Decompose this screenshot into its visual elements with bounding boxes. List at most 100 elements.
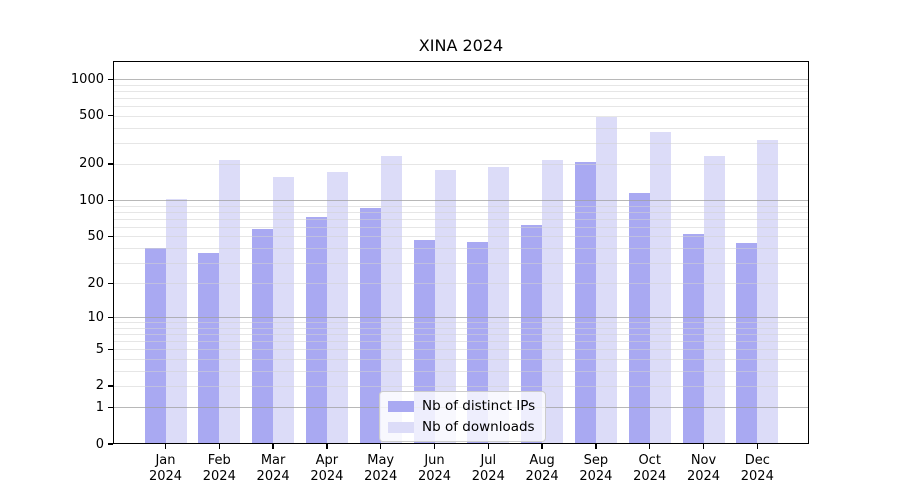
x-tick-mark: [326, 444, 328, 449]
bar-distinct-ips-apr: [305, 217, 327, 444]
x-tick-month: May: [367, 453, 395, 468]
y-tick-label: 1: [95, 399, 104, 415]
legend-swatch-downloads: [388, 421, 414, 433]
x-tick-mark: [433, 444, 436, 449]
x-tick-mark: [164, 444, 167, 449]
x-tick-mark: [380, 444, 382, 449]
bar-distinct-ips-oct: [628, 192, 650, 444]
y-tick-mark: [108, 348, 113, 351]
y-tick-label: 0: [95, 436, 104, 452]
x-tick-month: Feb: [207, 453, 231, 468]
x-tick-label-jan: Jan 2024: [131, 453, 201, 485]
y-tick-label: 20: [87, 275, 104, 291]
y-tick-label: 5: [95, 341, 104, 357]
bar-distinct-ips-dec: [736, 242, 758, 444]
x-tick-year: 2024: [633, 469, 667, 484]
bar-downloads-jun: [434, 170, 456, 444]
x-tick-label-nov: Nov 2024: [669, 453, 739, 485]
x-tick-year: 2024: [364, 469, 398, 484]
bar-downloads-dec: [757, 139, 779, 444]
x-tick-label-jul: Jul 2024: [453, 453, 523, 485]
bar-downloads-sep: [595, 116, 617, 444]
x-tick-year: 2024: [525, 469, 559, 484]
x-tick-month: Mar: [260, 453, 286, 468]
x-tick-mark: [702, 444, 705, 449]
bar-downloads-oct: [649, 131, 671, 444]
x-tick-mark: [218, 444, 220, 449]
bar-downloads-nov: [703, 155, 725, 444]
x-tick-label-feb: Feb 2024: [184, 453, 254, 485]
bar-downloads-mar: [273, 177, 295, 444]
x-tick-mark: [541, 444, 543, 449]
x-tick-label-mar: Mar 2024: [238, 453, 308, 485]
y-tick-mark: [108, 78, 113, 80]
x-tick-year: 2024: [310, 469, 344, 484]
bar-distinct-ips-may: [359, 207, 381, 444]
x-tick-label-apr: Apr 2024: [292, 453, 362, 485]
x-tick-year: 2024: [471, 469, 505, 484]
x-tick-label-oct: Oct 2024: [615, 453, 685, 485]
bar-downloads-apr: [326, 171, 348, 444]
bar-distinct-ips-jan: [144, 247, 166, 444]
y-tick-label: 500: [79, 108, 104, 124]
bar-downloads-feb: [219, 159, 241, 444]
bar-downloads-may: [380, 155, 402, 444]
y-tick-label: 10: [87, 309, 104, 325]
y-tick-mark: [108, 385, 113, 387]
x-tick-label-jun: Jun 2024: [400, 453, 470, 485]
x-tick-mark: [649, 444, 651, 449]
legend-item-downloads: Nb of downloads: [388, 419, 535, 435]
x-tick-mark: [487, 444, 489, 449]
bar-distinct-ips-nov: [682, 234, 704, 444]
chart-title: XINA 2024: [418, 36, 504, 55]
y-tick-label: 2: [95, 378, 104, 394]
y-tick-mark: [108, 443, 113, 445]
y-tick-mark: [108, 406, 113, 409]
y-tick-mark: [108, 282, 113, 284]
legend-item-distinct-ips: Nb of distinct IPs: [388, 398, 535, 414]
x-tick-month: Jul: [480, 453, 497, 468]
y-tick-mark: [108, 235, 113, 238]
legend-swatch-distinct-ips: [388, 400, 414, 412]
x-tick-mark: [272, 444, 274, 449]
x-tick-label-may: May 2024: [346, 453, 416, 485]
x-tick-year: 2024: [202, 469, 236, 484]
bar-downloads-jan: [165, 199, 187, 444]
bar-downloads-aug: [542, 159, 564, 444]
bar-downloads-jul: [488, 166, 510, 444]
y-tick-label: 50: [87, 228, 104, 244]
x-tick-month: Oct: [638, 453, 661, 468]
x-tick-month: Apr: [315, 453, 339, 468]
y-tick-label: 100: [79, 192, 104, 208]
legend: Nb of distinct IPs Nb of downloads: [379, 391, 547, 442]
x-tick-month: Jun: [424, 453, 445, 468]
x-tick-mark: [756, 444, 758, 449]
x-tick-year: 2024: [740, 469, 774, 484]
x-tick-month: Aug: [529, 453, 555, 468]
y-tick-mark: [108, 115, 113, 117]
x-tick-year: 2024: [256, 469, 290, 484]
bar-distinct-ips-mar: [252, 228, 274, 444]
legend-label-downloads: Nb of downloads: [422, 419, 535, 435]
plot-area: [113, 61, 809, 444]
y-tick-mark: [108, 199, 113, 201]
x-tick-label-sep: Sep 2024: [561, 453, 631, 485]
x-tick-label-dec: Dec 2024: [722, 453, 792, 485]
y-tick-label: 1000: [70, 71, 104, 87]
x-tick-year: 2024: [417, 469, 452, 484]
y-tick-mark: [108, 163, 113, 165]
y-tick-label: 200: [79, 156, 104, 172]
x-tick-month: Sep: [583, 453, 609, 468]
x-tick-month: Jan: [155, 453, 176, 468]
x-tick-year: 2024: [148, 469, 183, 484]
y-tick-mark: [108, 316, 113, 319]
x-tick-mark: [595, 444, 597, 449]
bars-layer: [113, 61, 809, 444]
x-tick-year: 2024: [579, 469, 613, 484]
x-tick-label-aug: Aug 2024: [507, 453, 577, 485]
bar-distinct-ips-sep: [574, 161, 596, 444]
legend-label-distinct-ips: Nb of distinct IPs: [422, 398, 536, 414]
x-tick-month: Nov: [690, 453, 717, 468]
x-tick-year: 2024: [686, 469, 721, 484]
